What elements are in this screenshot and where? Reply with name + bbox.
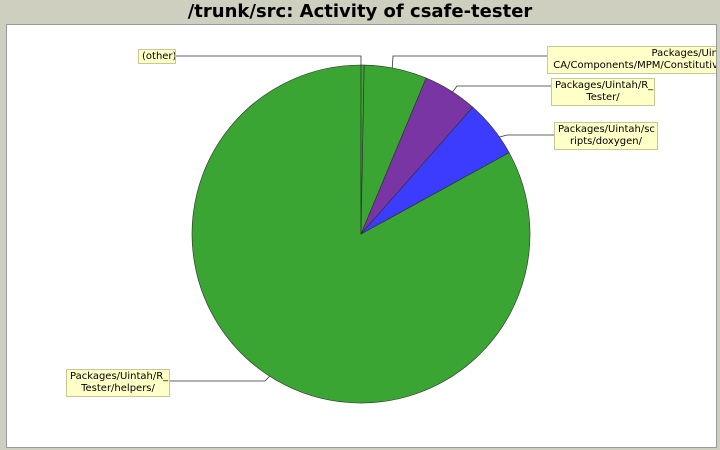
slice-doxygen bbox=[360, 106, 510, 235]
pie-chart bbox=[170, 55, 554, 404]
pie-slices bbox=[191, 64, 531, 404]
chart-title: /trunk/src: Activity of csafe-tester bbox=[187, 1, 533, 22]
slice-label-other: (other) bbox=[138, 49, 176, 64]
slice-label-doxygen: Packages/Uintah/sc ripts/doxygen/ bbox=[554, 122, 658, 150]
slice-label-mpm: Packages/Uin CA/Components/MPM/Constitut… bbox=[547, 46, 716, 74]
slice-label-helpers: Packages/Uintah/R_ Tester/helpers/ bbox=[66, 369, 170, 397]
slice-label-rtester: Packages/Uintah/R_ Tester/ bbox=[551, 78, 655, 106]
slice-helpers bbox=[191, 64, 531, 404]
plot-area: (other) Packages/Uin CA/Components/MPM/C… bbox=[6, 24, 717, 448]
